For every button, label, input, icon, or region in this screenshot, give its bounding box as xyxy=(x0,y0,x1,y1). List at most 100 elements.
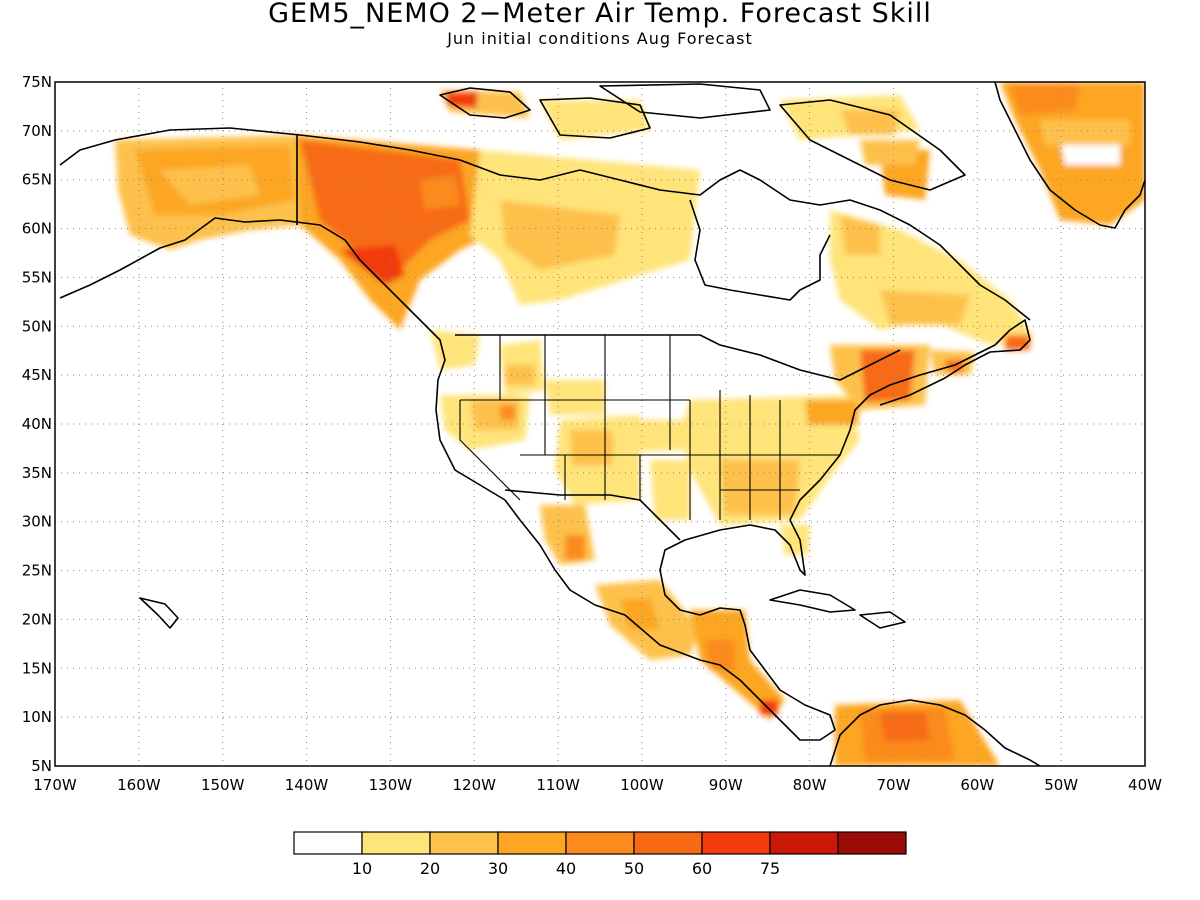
shading-arctic-4 xyxy=(840,110,900,135)
lon-tick-label: 50W xyxy=(1044,776,1078,794)
lat-tick-label: 60N xyxy=(22,220,52,238)
border-us-mexico xyxy=(504,489,681,541)
lat-tick-label: 5N xyxy=(31,757,52,775)
shading-yukon-patch xyxy=(420,175,460,210)
shading-yukon-core xyxy=(300,140,470,275)
latitude-axis: 75N 70N 65N 60N 55N 50N 45N 40N 35N 30N 25N 20N 15N 1… xyxy=(22,73,52,775)
shading-alaska-inner xyxy=(160,165,260,205)
shading-eastern-canada xyxy=(830,210,1035,345)
border-us-canada xyxy=(455,334,901,381)
lon-tick-label: 120W xyxy=(452,776,496,794)
shading-wyoming xyxy=(545,380,605,415)
colorbar-bin xyxy=(429,831,499,855)
colorbar: 10 20 30 40 50 60 75 xyxy=(293,831,907,878)
shading-new-england xyxy=(860,350,915,402)
shading-texas xyxy=(650,460,690,520)
page-subtitle: Jun initial conditions Aug Forecast xyxy=(447,29,753,48)
colorbar-label: 30 xyxy=(488,859,508,878)
coastline-arctic-island-3 xyxy=(599,83,771,119)
shading-montana-core xyxy=(505,365,535,385)
lat-tick-label: 40N xyxy=(22,415,52,433)
shading-arctic-hot xyxy=(445,92,478,108)
shading-arctic-2 xyxy=(540,100,650,140)
shading-pnw xyxy=(430,330,480,370)
colorbar-bin xyxy=(769,831,839,855)
colorbar-bin xyxy=(497,831,567,855)
colorbar-bin xyxy=(701,831,771,855)
lon-tick-label: 130W xyxy=(369,776,413,794)
colorbar-bin xyxy=(633,831,703,855)
map-gridlines xyxy=(55,82,1145,766)
page-title: GEM5_NEMO 2−Meter Air Temp. Forecast Ski… xyxy=(268,0,932,29)
lat-tick-label: 65N xyxy=(22,171,52,189)
coastline-baffin-island xyxy=(779,99,966,191)
shading-basin-hot xyxy=(500,405,515,420)
colorbar-label: 10 xyxy=(352,859,372,878)
lon-tick-label: 160W xyxy=(117,776,161,794)
lon-tick-label: 60W xyxy=(960,776,994,794)
lon-tick-label: 80W xyxy=(793,776,827,794)
lat-tick-label: 30N xyxy=(22,513,52,531)
shading-southeast xyxy=(720,460,800,515)
shading-central-america xyxy=(690,610,785,720)
shading-sa-hot xyxy=(880,712,930,742)
colorbar-label: 50 xyxy=(624,859,644,878)
lon-tick-label: 70W xyxy=(877,776,911,794)
coastline-greenland xyxy=(994,82,1145,229)
shading-quebec xyxy=(880,290,970,325)
lon-tick-label: 40W xyxy=(1128,776,1162,794)
shading-greenland-mid xyxy=(1040,120,1130,145)
lat-tick-label: 20N xyxy=(22,610,52,628)
map-frame xyxy=(54,81,1146,767)
coastline-north-america xyxy=(59,217,1031,741)
shading-pennsylvania xyxy=(805,400,860,425)
coastline-arctic-island-1 xyxy=(439,87,531,119)
lon-tick-label: 150W xyxy=(201,776,245,794)
coastline-layer xyxy=(59,82,1145,766)
lat-tick-label: 55N xyxy=(22,268,52,286)
colorbar-label: 40 xyxy=(556,859,576,878)
shading-greenland-hot xyxy=(1010,85,1080,115)
coastline-hispaniola xyxy=(859,611,906,629)
coastline-hawaii xyxy=(139,597,179,629)
shading-sinaloa xyxy=(565,535,585,560)
lon-tick-label: 140W xyxy=(285,776,329,794)
colorbar-bin xyxy=(837,831,907,855)
lat-tick-label: 50N xyxy=(22,317,52,335)
shading-newfoundland xyxy=(1005,335,1030,350)
lon-tick-label: 90W xyxy=(709,776,743,794)
lat-tick-label: 15N xyxy=(22,659,52,677)
skill-shading-layer xyxy=(115,82,1145,766)
lon-tick-label: 100W xyxy=(620,776,664,794)
longitude-axis: 170W 160W 150W 140W 130W 120W 110W 100W 90W 80W 70… xyxy=(33,776,1162,794)
lat-tick-label: 45N xyxy=(22,366,52,384)
lon-tick-label: 110W xyxy=(536,776,580,794)
coastline-cuba xyxy=(769,589,856,613)
shading-kansas xyxy=(610,420,690,452)
shading-nwt-core xyxy=(500,200,620,270)
shading-mexico-core xyxy=(620,598,660,630)
shading-greenland-low xyxy=(1060,140,1120,165)
coastline-south-america xyxy=(829,699,1041,766)
lat-tick-label: 10N xyxy=(22,708,52,726)
lat-tick-label: 75N xyxy=(22,73,52,91)
colorbar-label: 20 xyxy=(420,859,440,878)
colorbar-label: 60 xyxy=(692,859,712,878)
lat-tick-label: 35N xyxy=(22,464,52,482)
lon-tick-label: 170W xyxy=(33,776,77,794)
lat-tick-label: 25N xyxy=(22,562,52,580)
state-lines xyxy=(459,335,840,520)
colorbar-bin xyxy=(565,831,635,855)
shading-labrador xyxy=(840,215,880,255)
lat-tick-label: 70N xyxy=(22,122,52,140)
coastline-hudson-bay xyxy=(689,199,831,301)
colorbar-bin xyxy=(293,831,363,855)
colorbar-label: 75 xyxy=(760,859,780,878)
shading-colorado-core xyxy=(570,430,615,465)
coastline-arctic-island-2 xyxy=(539,97,651,139)
shading-florida xyxy=(780,525,810,555)
colorbar-bin xyxy=(361,831,431,855)
shading-baffin-2 xyxy=(860,140,920,165)
coastline-canada-north xyxy=(59,127,1031,321)
